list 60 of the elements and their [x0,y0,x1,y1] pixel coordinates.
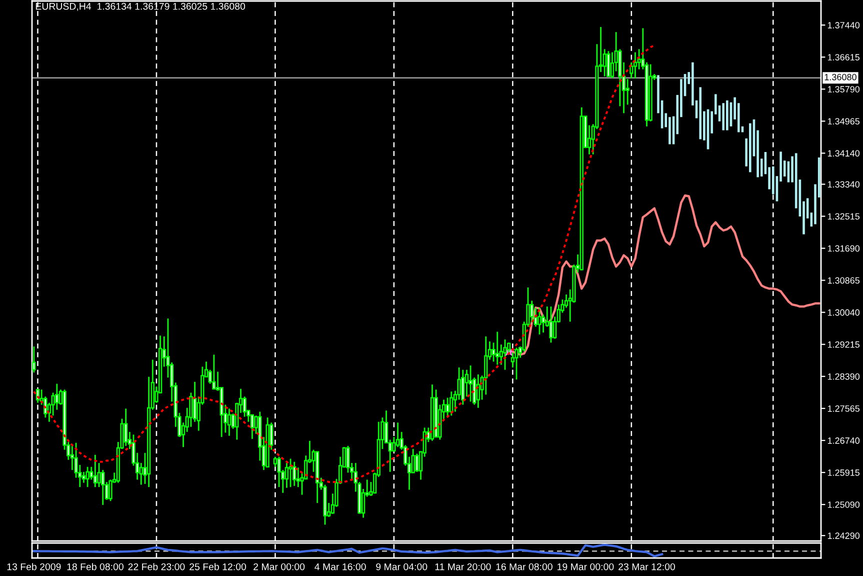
y-tick-label: 1.30865 [828,277,860,284]
y-tick-label: 1.25915 [828,469,860,476]
bar [722,103,724,130]
y-tick-label: 1.34965 [828,118,860,125]
x-tick-label: 11 Mar 20:00 [435,563,491,570]
candlestick [227,408,232,436]
y-tick-label: 1.32515 [828,213,860,220]
y-tick-label: 1.37440 [828,22,860,28]
bar [699,87,702,140]
candlestick [288,458,292,488]
y-tick-label: 1.31690 [828,245,860,252]
x-tick-label: 22 Feb 23:00 [128,563,185,570]
bar [726,100,728,130]
candlestick [538,306,542,336]
x-tick-label: 16 Mar 08:00 [496,563,552,570]
ref-line-label: 1.36080 [824,74,856,80]
candlestick [292,461,296,487]
candlestick [549,306,553,344]
candlestick [606,50,610,78]
y-tick-label: 1.24290 [828,532,860,539]
candlestick [93,454,98,488]
candlestick [476,374,480,409]
candlestick [503,338,507,370]
x-tick-label: 23 Mar 12:00 [618,563,675,570]
y-tick-label: 1.36615 [828,54,860,60]
candlestick [284,462,289,489]
candlestick [461,369,465,406]
candlestick [468,364,472,402]
bar [668,117,671,144]
candlestick [396,422,400,448]
candlestick [415,452,419,473]
y-tick-label: 1.25090 [828,501,860,508]
candlestick [124,408,128,447]
candlestick [514,346,518,380]
y-tick-label: 1.29215 [828,341,860,348]
y-tick-label: 1.26740 [828,437,860,444]
x-tick-label: 13 Feb 2009 [7,563,61,570]
candlestick [530,300,534,324]
x-tick-label: 19 Mar 00:00 [558,563,614,570]
y-tick-label: 1.30040 [828,309,860,316]
candlestick [86,466,90,488]
y-tick-label: 1.27565 [828,405,860,412]
candlestick [484,336,488,396]
x-tick-label: 9 Mar 04:00 [376,563,428,570]
y-tick-label: 1.33340 [828,181,860,188]
y-tick-label: 1.35790 [828,86,860,92]
candlestick [250,414,254,440]
x-tick-label: 18 Feb 08:00 [67,563,124,570]
x-tick-label: 4 Mar 16:00 [314,563,366,570]
candlestick [633,52,638,79]
line-series [32,44,656,483]
candlestick [450,390,454,416]
x-tick-label: 25 Feb 12:00 [190,563,246,570]
candlestick [496,331,500,366]
bar [748,123,752,172]
candlestick [446,397,450,418]
y-tick-label: 1.28390 [828,373,860,380]
x-tick-label: 2 Mar 00:00 [254,563,305,570]
candlestick [212,354,216,390]
y-tick-label: 1.34140 [828,150,860,157]
